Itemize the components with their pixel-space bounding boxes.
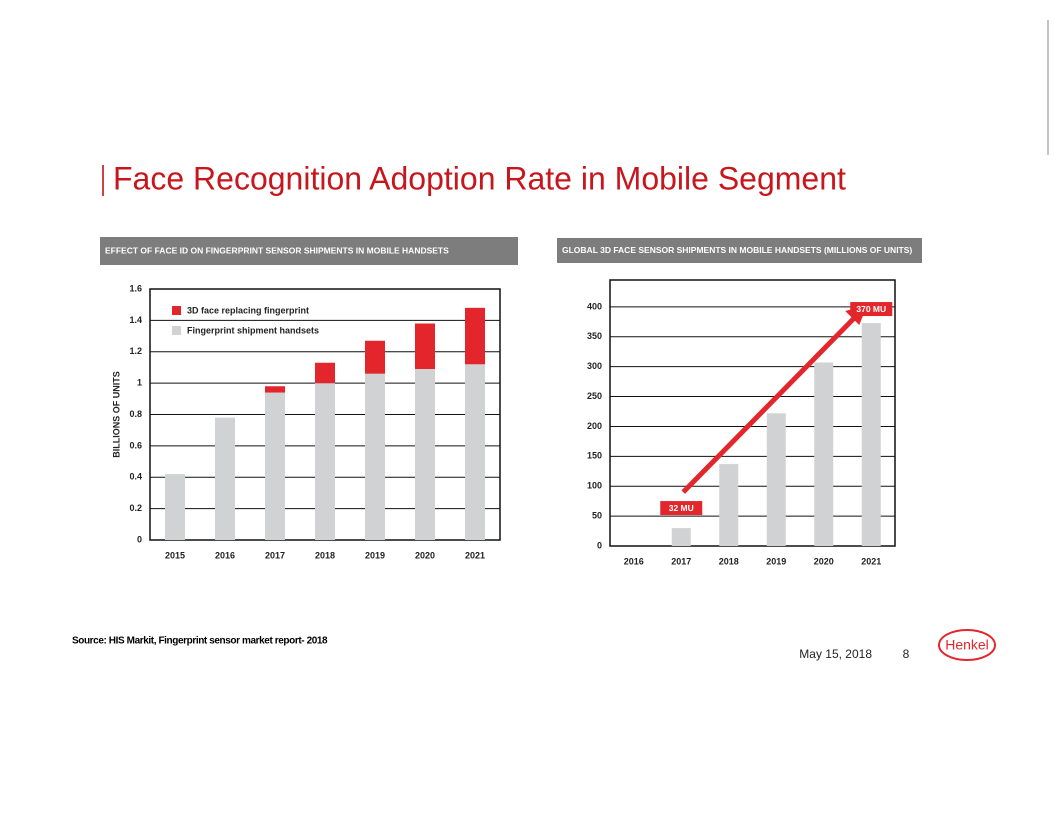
legend-swatch	[172, 326, 181, 335]
x-tick-label: 2019	[766, 556, 786, 566]
bar-segment	[365, 373, 385, 540]
x-tick-label: 2017	[265, 550, 285, 560]
bar-segment	[265, 392, 285, 540]
bar-segment	[365, 340, 385, 374]
chart-title: GLOBAL 3D FACE SENSOR SHIPMENTS IN MOBIL…	[562, 245, 912, 255]
chart-title: EFFECT OF FACE ID ON FINGERPRINT SENSOR …	[105, 245, 449, 255]
chart-header	[557, 238, 922, 263]
logo: Henkel	[945, 637, 989, 653]
y-tick-label: 400	[587, 301, 602, 311]
bar-segment	[215, 417, 235, 540]
bar	[814, 362, 834, 546]
y-tick-label: 250	[587, 391, 602, 401]
bar-segment	[465, 364, 485, 540]
page-number: 8	[903, 647, 910, 661]
y-tick-label: 0	[137, 534, 142, 544]
x-tick-label: 2016	[624, 556, 644, 566]
logo-oval	[938, 629, 996, 661]
x-tick-label: 2020	[415, 550, 435, 560]
y-axis-label: BILLIONS OF UNITS	[111, 371, 121, 458]
annotation: 32 MU	[669, 503, 694, 513]
y-tick-label: 0.2	[129, 503, 142, 513]
x-tick-label: 2015	[165, 550, 185, 560]
date: May 15, 2018	[799, 647, 872, 661]
y-tick-label: 1.6	[129, 283, 142, 293]
x-tick-label: 2018	[719, 556, 739, 566]
bar	[861, 323, 881, 546]
bar-segment	[415, 323, 435, 370]
legend-swatch	[172, 306, 181, 315]
legend-label: Fingerprint shipment handsets	[187, 325, 319, 335]
legend-label: 3D face replacing fingerprint	[187, 305, 309, 315]
y-tick-label: 0	[597, 540, 602, 550]
y-tick-label: 50	[592, 510, 602, 520]
x-tick-label: 2021	[861, 556, 881, 566]
x-tick-label: 2017	[671, 556, 691, 566]
bar-segment	[165, 474, 185, 540]
source: Source: HIS Markit, Fingerprint sensor m…	[72, 636, 328, 647]
y-tick-label: 0.6	[129, 440, 142, 450]
bar-segment	[465, 307, 485, 365]
y-tick-label: 1	[137, 378, 142, 388]
bar-segment	[315, 383, 335, 540]
y-tick-label: 1.4	[129, 315, 142, 325]
y-tick-label: 350	[587, 331, 602, 341]
annotation-box	[660, 501, 703, 516]
bar	[766, 413, 786, 546]
y-tick-label: 150	[587, 451, 602, 461]
bar-segment	[415, 369, 435, 540]
chart-header	[100, 237, 518, 265]
x-tick-label: 2018	[315, 550, 335, 560]
slide-title: Face Recognition Adoption Rate in Mobile…	[113, 160, 846, 196]
y-tick-label: 300	[587, 361, 602, 371]
bar	[719, 464, 739, 546]
bar-segment	[265, 386, 285, 393]
y-tick-label: 0.8	[129, 409, 142, 419]
x-tick-label: 2019	[365, 550, 385, 560]
y-tick-label: 200	[587, 421, 602, 431]
bar	[671, 528, 691, 546]
y-tick-label: 100	[587, 481, 602, 491]
bar-segment	[315, 362, 335, 384]
y-tick-label: 0.4	[129, 472, 142, 482]
x-tick-label: 2020	[814, 556, 834, 566]
x-tick-label: 2021	[465, 550, 485, 560]
trend-arrow	[681, 315, 858, 494]
annotation: 370 MU	[856, 304, 886, 314]
y-tick-label: 1.2	[129, 346, 142, 356]
x-tick-label: 2016	[215, 550, 235, 560]
annotation-box	[850, 302, 893, 317]
